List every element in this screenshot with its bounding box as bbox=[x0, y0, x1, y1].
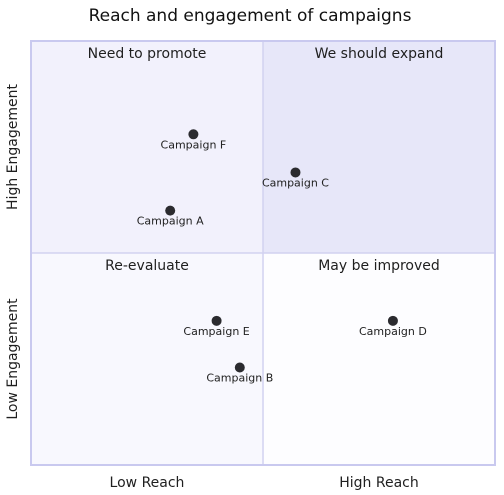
quadrants-layer bbox=[31, 41, 495, 465]
dividers-layer bbox=[30, 40, 496, 466]
point-marker bbox=[165, 205, 176, 216]
axis-labels-layer: Low Reach High Reach Low Engagement High… bbox=[5, 84, 419, 491]
quadrant-label-need-to-promote: Need to promote bbox=[88, 46, 207, 62]
quadrant-label-re-evaluate: Re-evaluate bbox=[105, 258, 189, 274]
quadrant-label-we-should-expand: We should expand bbox=[315, 46, 444, 62]
data-point-campaign-e: Campaign E bbox=[183, 315, 250, 338]
quadrant-may-be-improved bbox=[263, 253, 495, 465]
point-label: Campaign E bbox=[183, 325, 249, 338]
data-point-campaign-f: Campaign F bbox=[161, 129, 227, 151]
quadrant-re-evaluate bbox=[31, 253, 263, 465]
quadrant-labels-layer: Need to promote We should expand Re-eval… bbox=[88, 46, 444, 274]
point-label: Campaign A bbox=[137, 215, 204, 228]
point-label: Campaign B bbox=[206, 371, 273, 384]
quadrant-label-may-be-improved: May be improved bbox=[318, 258, 440, 274]
point-label: Campaign F bbox=[161, 138, 227, 151]
point-label: Campaign D bbox=[359, 325, 427, 338]
y-axis-low-label: Low Engagement bbox=[5, 298, 21, 420]
quadrant-we-should-expand bbox=[263, 41, 495, 253]
x-axis-high-label: High Reach bbox=[339, 475, 419, 491]
y-axis-high-label: High Engagement bbox=[5, 84, 21, 210]
x-axis-low-label: Low Reach bbox=[110, 475, 185, 491]
point-marker bbox=[234, 362, 245, 373]
quadrant-need-to-promote bbox=[31, 41, 263, 253]
data-point-campaign-a: Campaign A bbox=[137, 205, 204, 228]
point-marker bbox=[211, 315, 222, 326]
point-marker bbox=[188, 129, 199, 140]
data-point-campaign-d: Campaign D bbox=[359, 315, 427, 338]
chart-title: Reach and engagement of campaigns bbox=[89, 6, 412, 26]
point-marker bbox=[387, 315, 398, 326]
point-marker bbox=[290, 167, 301, 178]
points-layer: Campaign A Campaign B Campaign C Campaign D… bbox=[137, 129, 427, 384]
data-point-campaign-c: Campaign C bbox=[262, 167, 329, 189]
plot-border bbox=[30, 40, 496, 466]
data-point-campaign-b: Campaign B bbox=[206, 362, 273, 384]
point-label: Campaign C bbox=[262, 176, 329, 189]
